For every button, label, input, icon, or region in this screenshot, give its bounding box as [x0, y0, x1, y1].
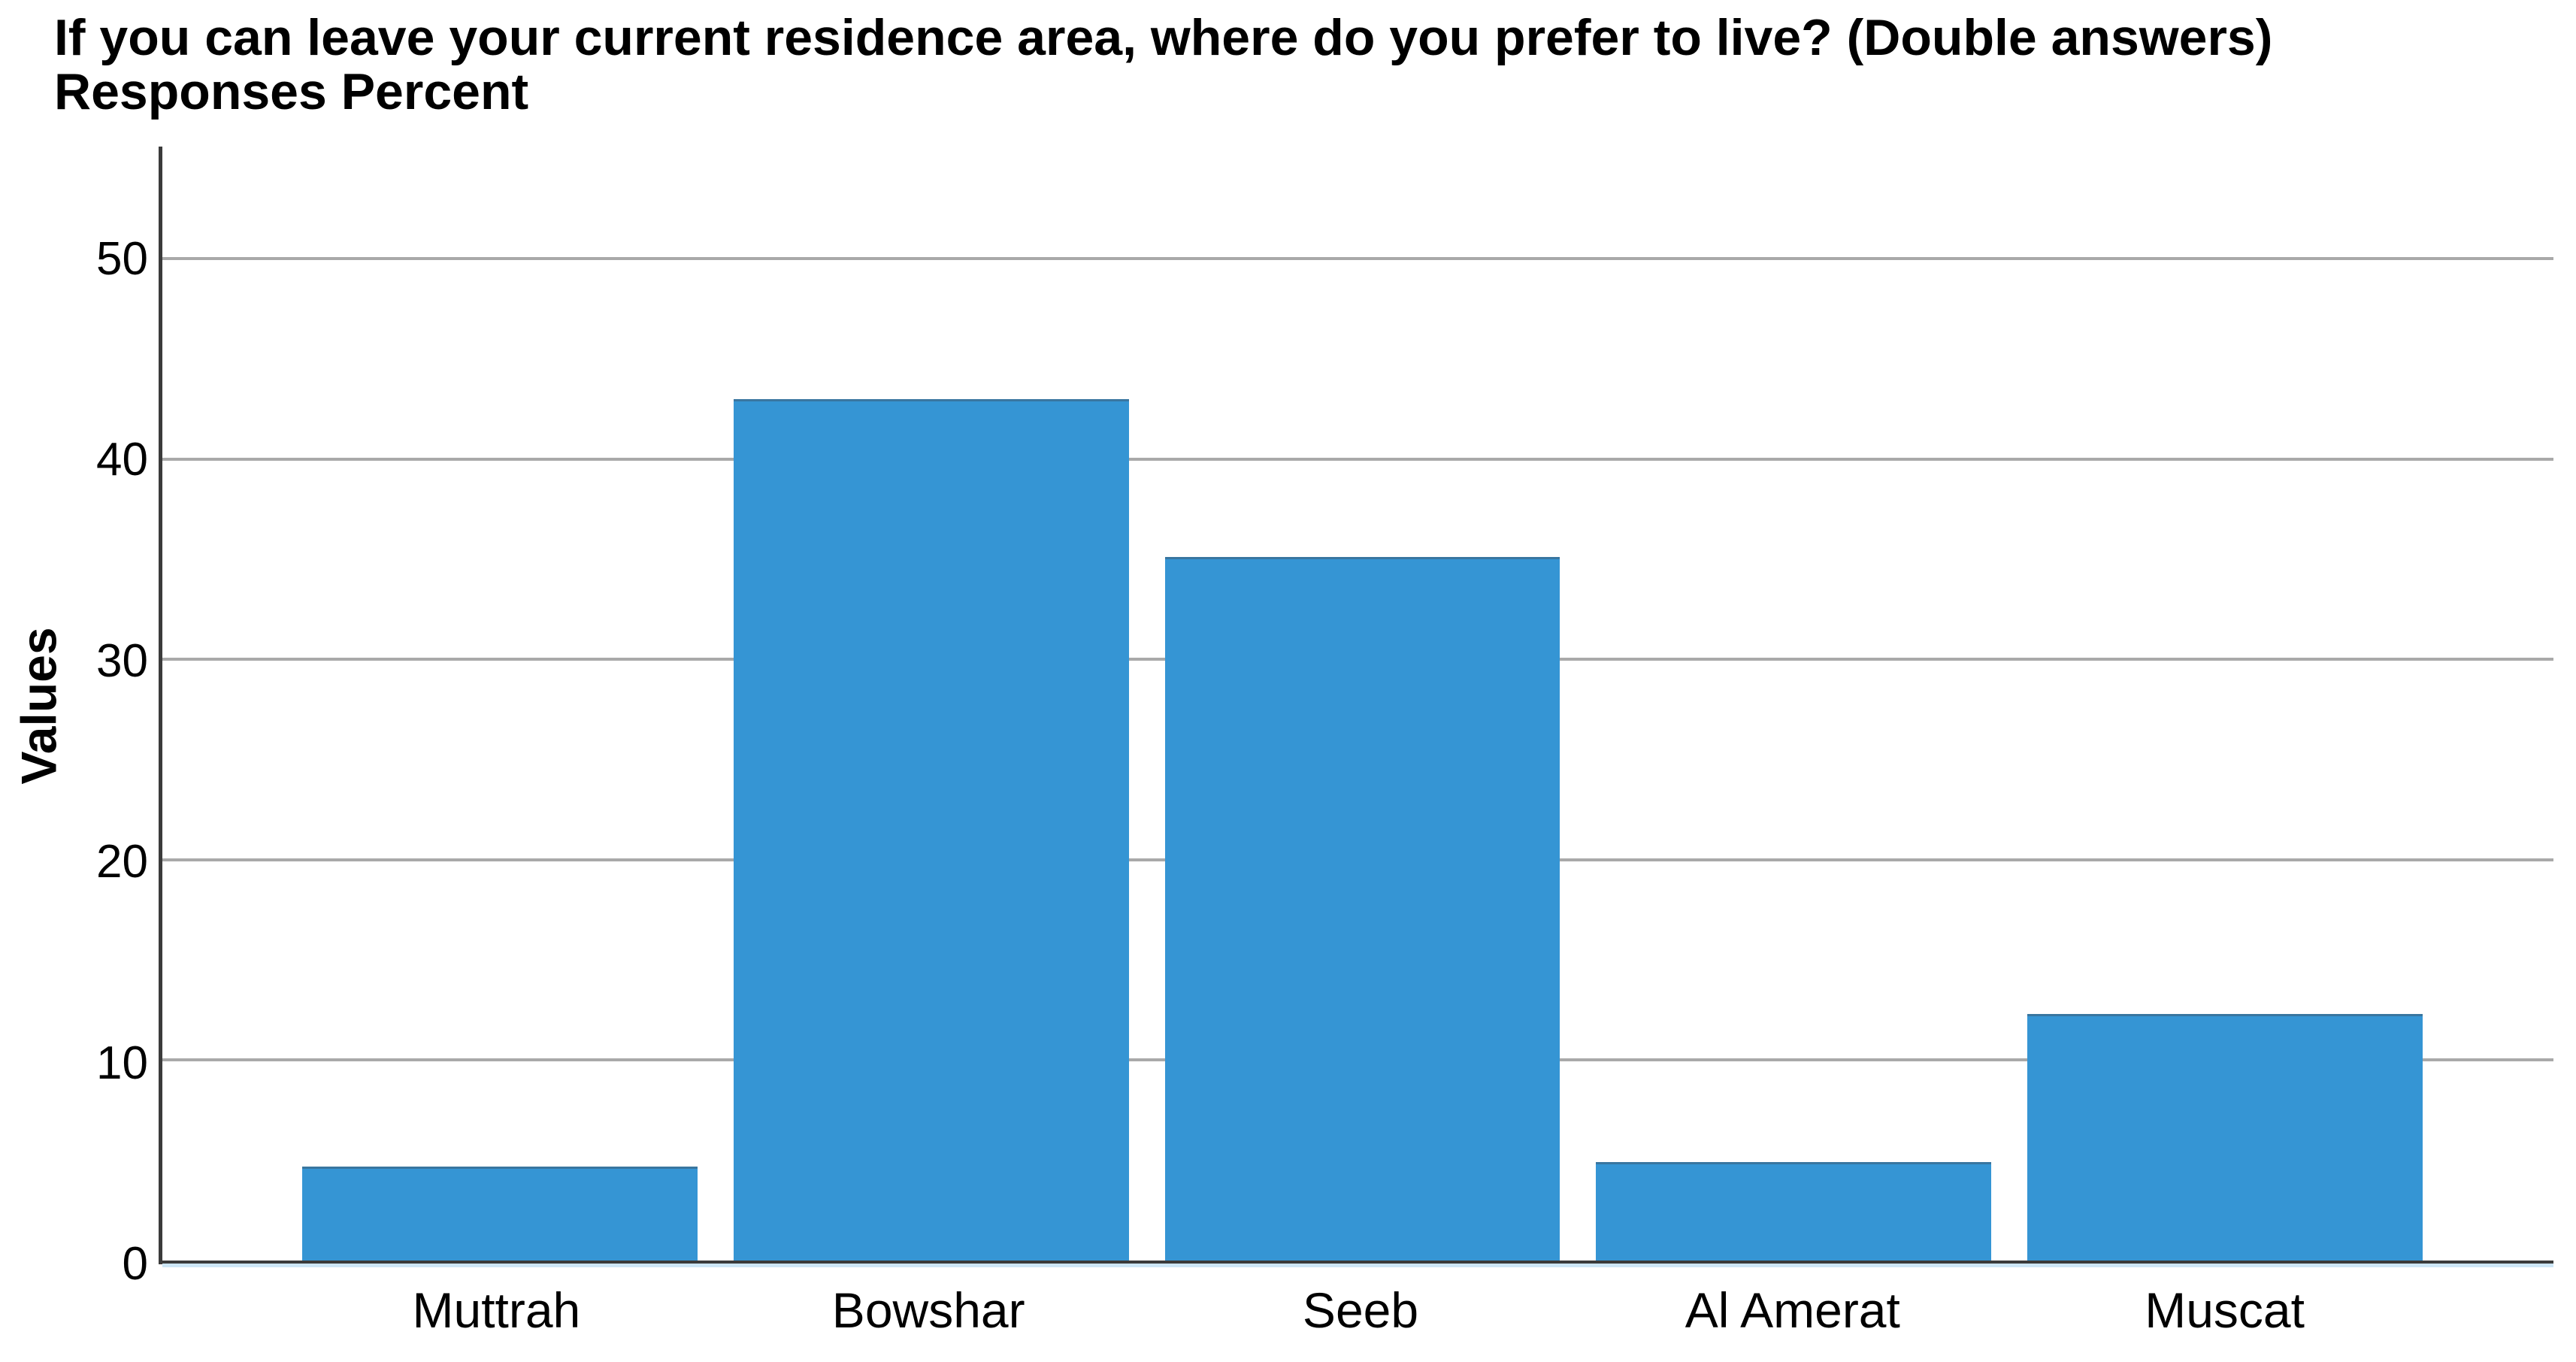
y-tick-label-0: 0 [122, 1238, 148, 1290]
under-axis-strip [162, 1264, 2553, 1267]
x-tick-label-muscat: Muscat [2145, 1282, 2305, 1338]
bar-al-amerat [1596, 1162, 1992, 1261]
x-tick-label-muttrah: Muttrah [412, 1282, 581, 1338]
gridline-40 [162, 457, 2553, 461]
y-tick-label-10: 10 [96, 1037, 148, 1089]
chart-title: If you can leave your current residence … [54, 9, 2273, 66]
y-tick-label-50: 50 [96, 232, 148, 285]
chart-subtitle: Responses Percent [54, 63, 529, 120]
bar-bowshar [733, 398, 1129, 1261]
y-tick-label-30: 30 [96, 634, 148, 687]
bar-muttrah [302, 1166, 698, 1261]
x-tick-labels: Muttrah Bowshar Seeb Al Amerat Muscat [159, 1282, 2553, 1339]
y-tick-label-40: 40 [96, 434, 148, 486]
x-tick-label-al-amerat: Al Amerat [1685, 1282, 1900, 1338]
x-tick-label-seeb: Seeb [1302, 1282, 1419, 1338]
gridline-50 [162, 257, 2553, 261]
chart-title-block: If you can leave your current residence … [54, 11, 2272, 119]
bar-muscat [2027, 1014, 2423, 1261]
y-tick-label-20: 20 [96, 836, 148, 888]
y-tick-labels: 0 10 20 30 40 50 [0, 147, 148, 1287]
plot-area [159, 147, 2553, 1267]
x-tick-label-bowshar: Bowshar [831, 1282, 1025, 1338]
bar-seeb [1164, 557, 1560, 1261]
bars [162, 147, 2553, 1261]
